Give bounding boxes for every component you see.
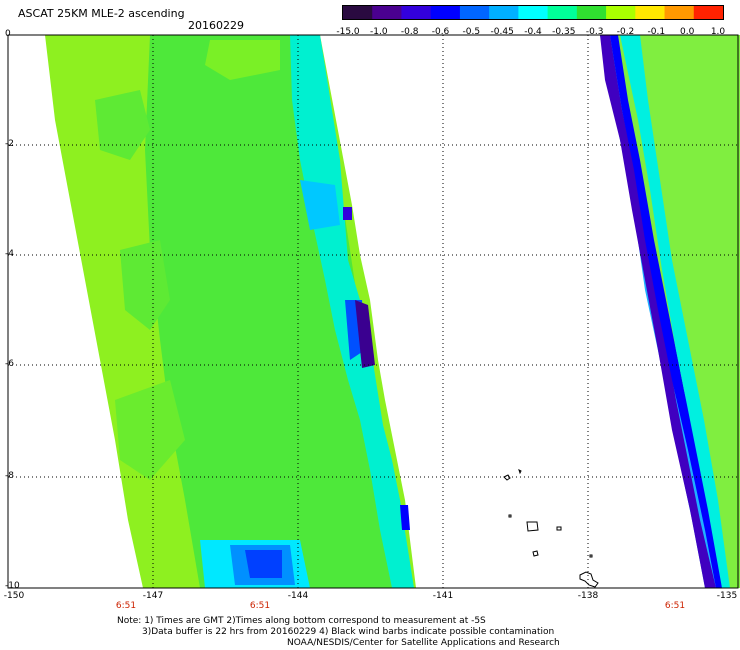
color-bar-label: -0.2 [616,27,635,37]
y-tick-4: -8 [5,471,14,481]
islands [503,469,599,588]
note-line-2: 3)Data buffer is 22 hrs from 20160229 4)… [142,627,555,637]
y-tick-5: -10 [5,581,20,591]
color-bar-segment [372,6,402,19]
color-bar-label: -1.0 [370,27,388,37]
color-bar-label: 1.0 [710,27,726,37]
color-bar-segment [430,6,461,19]
grid-lines [8,34,740,588]
left-swath [45,35,416,588]
time-label-2: 6:51 [249,601,271,611]
note-line-3: NOAA/NESDIS/Center for Satellite Applica… [287,638,560,648]
color-bar-segment [547,6,578,19]
date-label: 20160229 [188,19,244,32]
color-bar-label: 0.0 [679,27,695,37]
right-swath [600,35,740,588]
y-tick-3: -6 [5,359,14,369]
x-tick-5: -135 [716,591,738,601]
x-tick-4: -138 [577,591,599,601]
title: ASCAT 25KM MLE-2 ascending [18,7,185,20]
x-tick-0: -150 [3,591,25,601]
color-bar-label: -0.8 [400,27,419,37]
x-tick-1: -147 [142,591,164,601]
note-line-1: Note: 1) Times are GMT 2)Times along bot… [117,616,486,626]
color-bar-segment [489,6,519,19]
color-bar-segment [401,6,432,19]
color-bar-segment [664,6,695,19]
color-bar-label: -0.6 [431,27,450,37]
color-bar-label: -0.5 [462,27,481,37]
color-bar-segment [693,6,723,19]
color-bar-segment [459,6,490,19]
color-bar-label: -0.1 [647,27,666,37]
color-bar-label: -0.35 [552,27,576,37]
plot-frame [7,34,739,589]
x-tick-3: -141 [432,591,454,601]
color-bar-label: -0.3 [585,27,604,37]
footnotes: Note: 1) Times are GMT 2)Times along bot… [117,616,560,649]
y-tick-0: 0 [5,29,11,39]
color-bar-label: -0.45 [490,27,514,37]
time-label-1: 6:51 [115,601,137,611]
color-bar-segment [576,6,607,19]
color-bar-label: -0.4 [524,27,542,37]
time-label-3: 6:51 [664,601,686,611]
color-bar-segment [606,6,636,19]
color-bar-label: -15.0 [336,27,360,37]
color-bar-segment [635,6,666,19]
color-bar [342,5,724,20]
color-bar-segment [343,6,373,19]
y-tick-1: -2 [5,139,14,149]
y-tick-2: -4 [5,249,14,259]
color-bar-segment [518,6,549,19]
x-tick-2: -144 [287,591,309,601]
